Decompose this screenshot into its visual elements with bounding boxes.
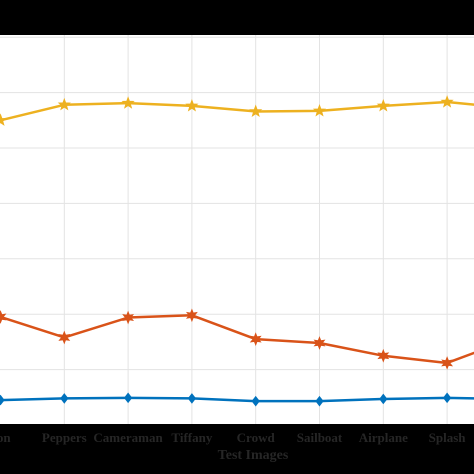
x-tick-label: Peppers <box>42 430 87 445</box>
series-1-marker <box>121 96 135 109</box>
series-1-marker <box>185 98 199 112</box>
x-tick-label: Sailboat <box>297 430 343 445</box>
series-2-marker <box>313 336 326 350</box>
x-tick-label: Crowd <box>237 430 276 445</box>
series-2-marker <box>185 308 198 323</box>
series-2-marker <box>249 332 262 346</box>
series-layer <box>0 95 474 407</box>
series-3-marker <box>123 392 133 404</box>
series-1-marker <box>312 103 327 117</box>
x-tick-label: Splash <box>429 430 467 445</box>
series-3-marker <box>379 393 388 405</box>
x-tick-label: Tiffany <box>171 430 212 445</box>
series-3-marker <box>315 395 324 407</box>
series-2-marker <box>0 310 7 324</box>
x-tick-label: oon <box>0 430 11 445</box>
x-tick-label: Airplane <box>359 430 408 445</box>
x-tick-labels: oon Peppers Cameraman Tiffany Crowd Sailboat A… <box>0 430 466 445</box>
series-3-marker <box>251 395 260 407</box>
x-axis-label: Test Images <box>218 448 289 463</box>
series-1-marker <box>440 95 454 108</box>
series-3-marker <box>60 393 69 404</box>
x-tick-label: Cameraman <box>93 430 163 445</box>
series-1-marker <box>376 98 390 112</box>
series-2-marker <box>441 356 454 370</box>
series-1-marker <box>57 97 71 111</box>
series-3-marker <box>187 393 197 404</box>
series-1-marker <box>0 113 8 126</box>
series-3-marker <box>442 392 452 404</box>
series-1-marker <box>249 104 263 118</box>
series-2-marker <box>58 330 71 345</box>
series-2-marker <box>122 310 135 325</box>
plot-area <box>0 35 474 424</box>
series-3-marker <box>0 394 5 406</box>
series-2-marker <box>377 348 390 363</box>
